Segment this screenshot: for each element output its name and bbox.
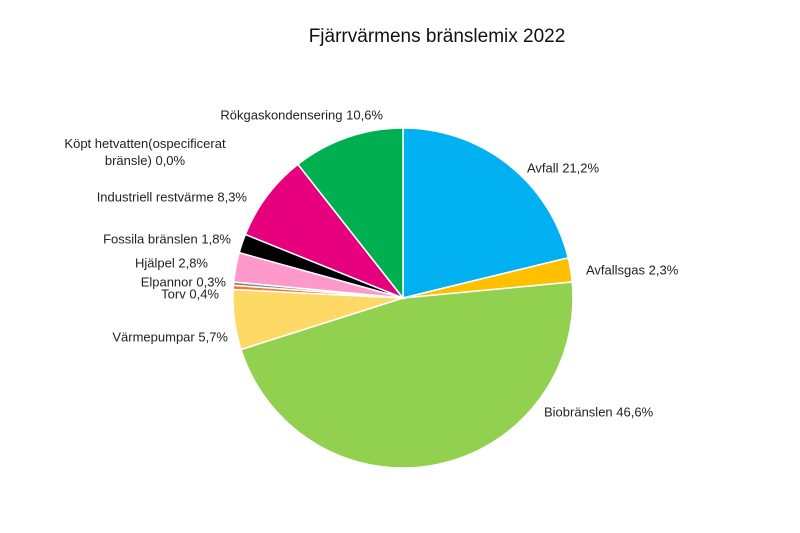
data-label: Hjälpel 2,8% [135,255,208,272]
label-value: 0,4% [189,286,219,302]
label-category: Biobränslen [544,404,613,420]
data-label: Industriell restvärme 8,3% [97,189,247,206]
pie-slice [244,163,406,300]
data-label: Avfall 21,2% [527,160,599,177]
label-value: 8,3% [217,189,247,205]
label-category: Värmepumpar [112,329,195,345]
label-value: 0,3% [196,274,226,290]
label-category: Avfall [527,160,559,176]
label-value: 10,6% [346,107,383,123]
label-category: Hjälpel [134,255,175,271]
data-label: Torv 0,4% [161,286,219,303]
label-category: Köpt hetvatten(ospecificerat bränsle) [64,136,226,168]
label-value: 46,6% [616,404,654,420]
data-label: Avfallsgas 2,3% [586,262,678,279]
data-label: Fossila bränslen 1,8% [103,231,231,248]
data-label: Elpannor 0,3% [141,274,226,291]
pie-slice [240,281,574,469]
pie-slice [402,127,570,299]
data-label: Biobränslen 46,6% [544,404,653,421]
data-label: Köpt hetvatten(ospecificerat bränsle) 0,… [50,135,240,169]
label-value: 2,8% [178,255,208,271]
label-category: Avfallsgas [586,262,646,278]
label-category: Torv [161,286,186,302]
label-category: Elpannor [140,274,193,290]
data-label: Rökgaskondensering 10,6% [220,107,383,124]
label-value: 0,0% [155,153,186,168]
label-value: 5,7% [198,329,228,345]
label-value: 1,8% [201,231,231,247]
label-value: 21,2% [562,160,600,176]
pie-slice [296,127,404,301]
label-category: Fossila bränslen [103,231,198,247]
label-category: Industriell restvärme [96,189,214,205]
data-label: Värmepumpar 5,7% [112,329,228,346]
label-value: 2,3% [648,262,679,278]
label-category: Rökgaskondensering [220,107,343,123]
chart-title: Fjärrvärmens bränslemix 2022 [308,26,566,47]
